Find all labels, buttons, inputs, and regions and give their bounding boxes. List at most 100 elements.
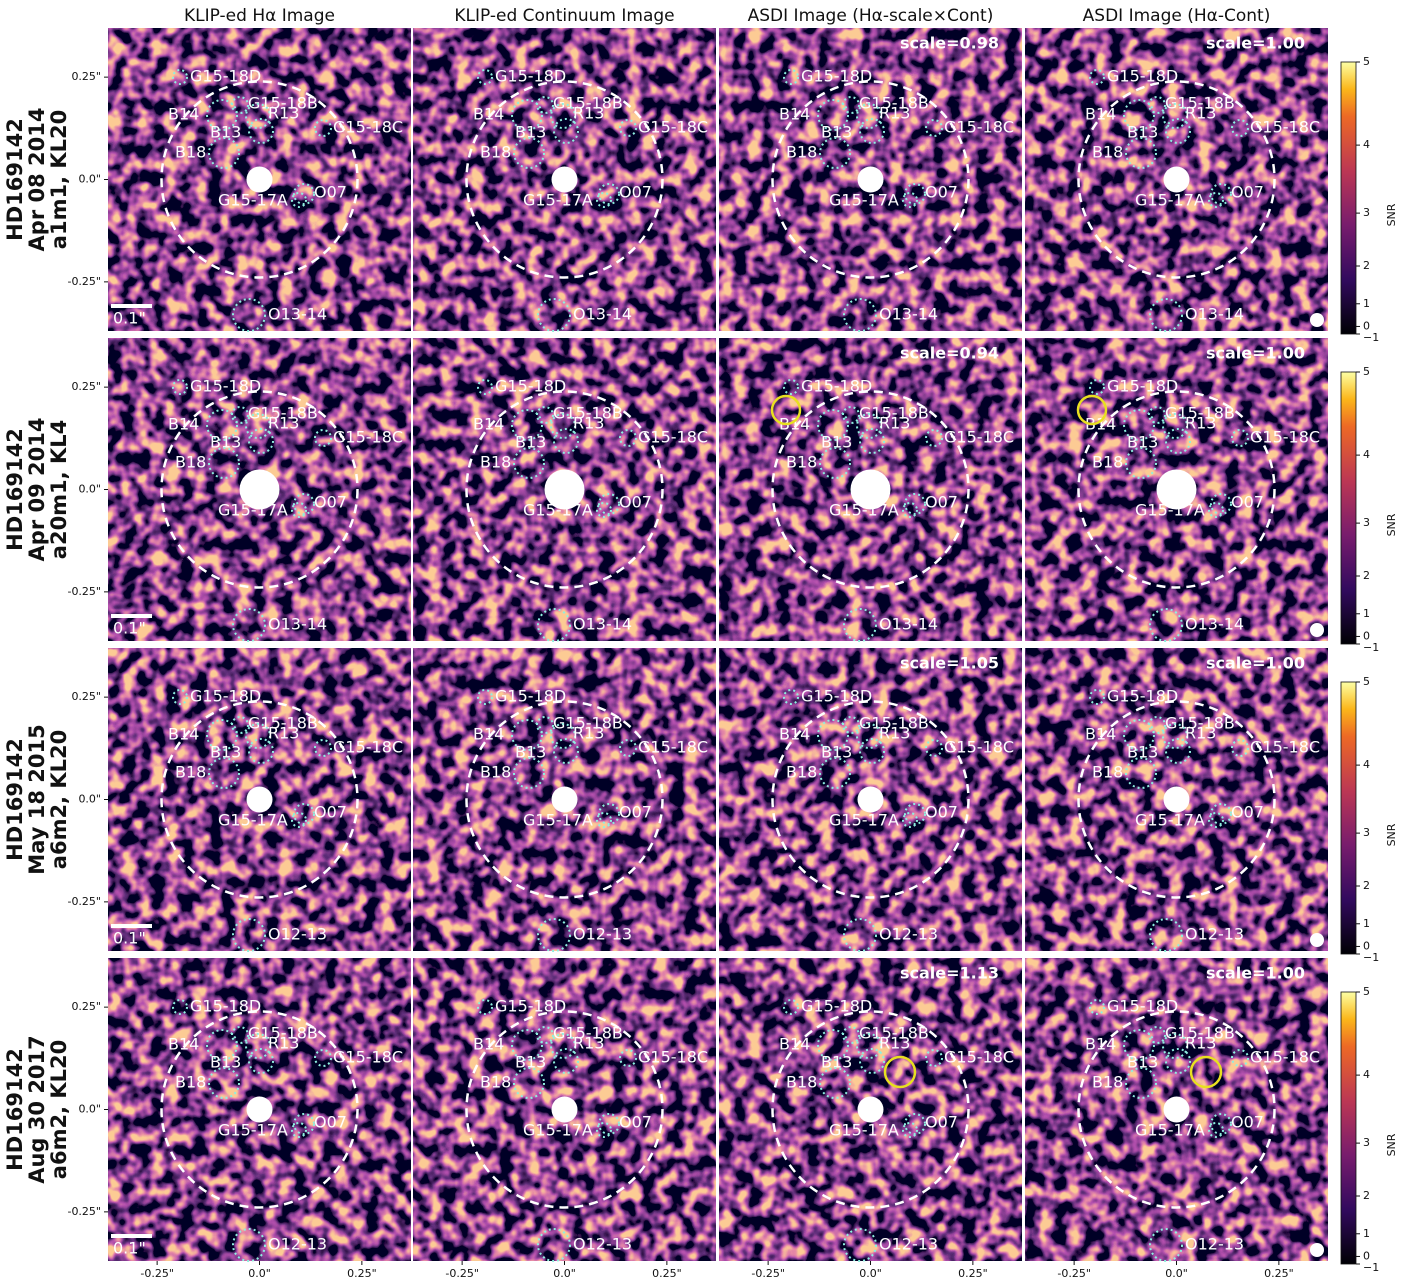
source-label: G15-17A xyxy=(218,1121,288,1140)
panel: G15-18DG15-18BB14R13B13G15-18CB18O07G15-… xyxy=(108,958,411,1261)
y-tick-label: 0.25" xyxy=(71,1000,101,1013)
source-label: B18 xyxy=(1092,143,1123,162)
source-label: R13 xyxy=(268,724,299,743)
colorbar xyxy=(1341,682,1356,954)
scale-label: scale=1.05 xyxy=(900,654,999,673)
scale-label: scale=0.98 xyxy=(900,34,999,53)
source-label: O07 xyxy=(925,1113,958,1132)
source-label: G15-17A xyxy=(523,191,593,210)
source-label: R13 xyxy=(268,1034,299,1053)
source-label: B13 xyxy=(821,123,852,142)
colorbar-tick-label: 3 xyxy=(1363,516,1370,529)
source-label: R13 xyxy=(1185,104,1216,123)
scale-label: scale=0.94 xyxy=(900,344,999,363)
panel: G15-18DG15-18BB14R13B13G15-18CB18O07G15-… xyxy=(1025,338,1328,641)
source-label: G15-17A xyxy=(218,811,288,830)
scale-bar-label: 0.1" xyxy=(113,929,146,948)
y-tick-label: -0.25" xyxy=(67,275,101,288)
source-label: O12-13 xyxy=(573,925,632,944)
source-label: R13 xyxy=(879,414,910,433)
source-label: O13-14 xyxy=(879,615,938,634)
star-mask xyxy=(858,1097,884,1123)
source-label: R13 xyxy=(268,414,299,433)
star-mask xyxy=(1164,787,1190,813)
source-label: G15-17A xyxy=(523,1121,593,1140)
colorbar-tick-label: 5 xyxy=(1363,675,1370,688)
source-label: B18 xyxy=(1092,1073,1123,1092)
x-tick-label: 0.0" xyxy=(248,1267,271,1280)
source-label: B18 xyxy=(1092,453,1123,472)
row-label: HD169142May 18 2015a6m2, KL20 xyxy=(3,724,71,874)
colorbar-tick-label: −1 xyxy=(1363,641,1379,654)
source-label: G15-18C xyxy=(333,738,403,757)
source-label: G15-18D xyxy=(1107,377,1178,396)
source-label: B14 xyxy=(1085,725,1116,744)
panel: G15-18DG15-18BB14R13B13G15-18CB18O07G15-… xyxy=(719,958,1022,1261)
source-label: R13 xyxy=(573,414,604,433)
source-label: G15-18D xyxy=(801,377,872,396)
row-label-line: Aug 30 2017 xyxy=(25,1035,49,1184)
x-tick-label: 0.0" xyxy=(859,1267,882,1280)
colorbar-tick-label: −1 xyxy=(1363,951,1379,964)
source-label: O13-14 xyxy=(1185,305,1244,324)
source-label: G15-18D xyxy=(801,67,872,86)
source-label: G15-18C xyxy=(638,738,708,757)
source-label: G15-17A xyxy=(1135,191,1205,210)
source-label: B13 xyxy=(1127,1053,1158,1072)
source-label: B14 xyxy=(473,1035,504,1054)
colorbar-tick-label: 1 xyxy=(1363,917,1370,930)
source-label: B18 xyxy=(786,453,817,472)
colorbar-tick-label: 1 xyxy=(1363,1227,1370,1240)
source-label: G15-18C xyxy=(944,1048,1014,1067)
star-mask xyxy=(858,167,884,193)
source-label: G15-17A xyxy=(829,501,899,520)
panel: G15-18DG15-18BB14R13B13G15-18CB18O07G15-… xyxy=(719,338,1022,641)
source-label: G15-17A xyxy=(829,1121,899,1140)
colorbar-tick-label: 3 xyxy=(1363,206,1370,219)
y-tick-label: 0.0" xyxy=(78,793,101,806)
column-title: KLIP-ed Continuum Image xyxy=(454,6,674,26)
y-tick-label: 0.25" xyxy=(71,70,101,83)
source-label: G15-18C xyxy=(944,118,1014,137)
star-mask xyxy=(247,787,273,813)
source-label: O12-13 xyxy=(1185,925,1244,944)
source-label: O07 xyxy=(1231,493,1264,512)
source-label: B13 xyxy=(1127,743,1158,762)
figure: KLIP-ed Hα ImageKLIP-ed Continuum ImageA… xyxy=(0,0,1406,1282)
source-label: R13 xyxy=(268,104,299,123)
source-label: O07 xyxy=(1231,183,1264,202)
scale-label: scale=1.00 xyxy=(1206,344,1305,363)
source-label: G15-17A xyxy=(218,501,288,520)
source-label: B13 xyxy=(210,743,241,762)
colorbar-tick-label: 4 xyxy=(1363,758,1370,771)
source-label: B14 xyxy=(779,725,810,744)
source-label: B13 xyxy=(821,1053,852,1072)
source-label: G15-18C xyxy=(638,118,708,137)
source-label: G15-18C xyxy=(1250,118,1320,137)
source-label: O12-13 xyxy=(268,925,327,944)
source-label: B13 xyxy=(1127,123,1158,142)
panel: G15-18DG15-18BB14R13B13G15-18CB18O07G15-… xyxy=(108,338,411,641)
source-label: O13-14 xyxy=(268,305,327,324)
source-label: O13-14 xyxy=(573,305,632,324)
source-label: B14 xyxy=(1085,1035,1116,1054)
source-label: G15-18C xyxy=(638,428,708,447)
source-label: B14 xyxy=(168,415,199,434)
source-label: B14 xyxy=(779,1035,810,1054)
source-label: O07 xyxy=(314,1113,347,1132)
scale-label: scale=1.13 xyxy=(900,964,999,983)
source-label: B18 xyxy=(786,763,817,782)
source-label: R13 xyxy=(573,1034,604,1053)
source-label: O07 xyxy=(314,183,347,202)
colorbar-tick-label: 1 xyxy=(1363,297,1370,310)
source-label: O13-14 xyxy=(268,615,327,634)
y-tick-label: -0.25" xyxy=(67,1205,101,1218)
colorbar-label: SNR xyxy=(1385,1133,1398,1156)
x-tick-label: -0.25" xyxy=(140,1267,174,1280)
y-tick-label: 0.25" xyxy=(71,690,101,703)
colorbar-tick-label: −1 xyxy=(1363,1261,1379,1274)
row-label-line: HD169142 xyxy=(3,428,27,551)
source-label: G15-18D xyxy=(1107,687,1178,706)
source-label: G15-18C xyxy=(1250,1048,1320,1067)
scale-bar-label: 0.1" xyxy=(113,1239,146,1258)
